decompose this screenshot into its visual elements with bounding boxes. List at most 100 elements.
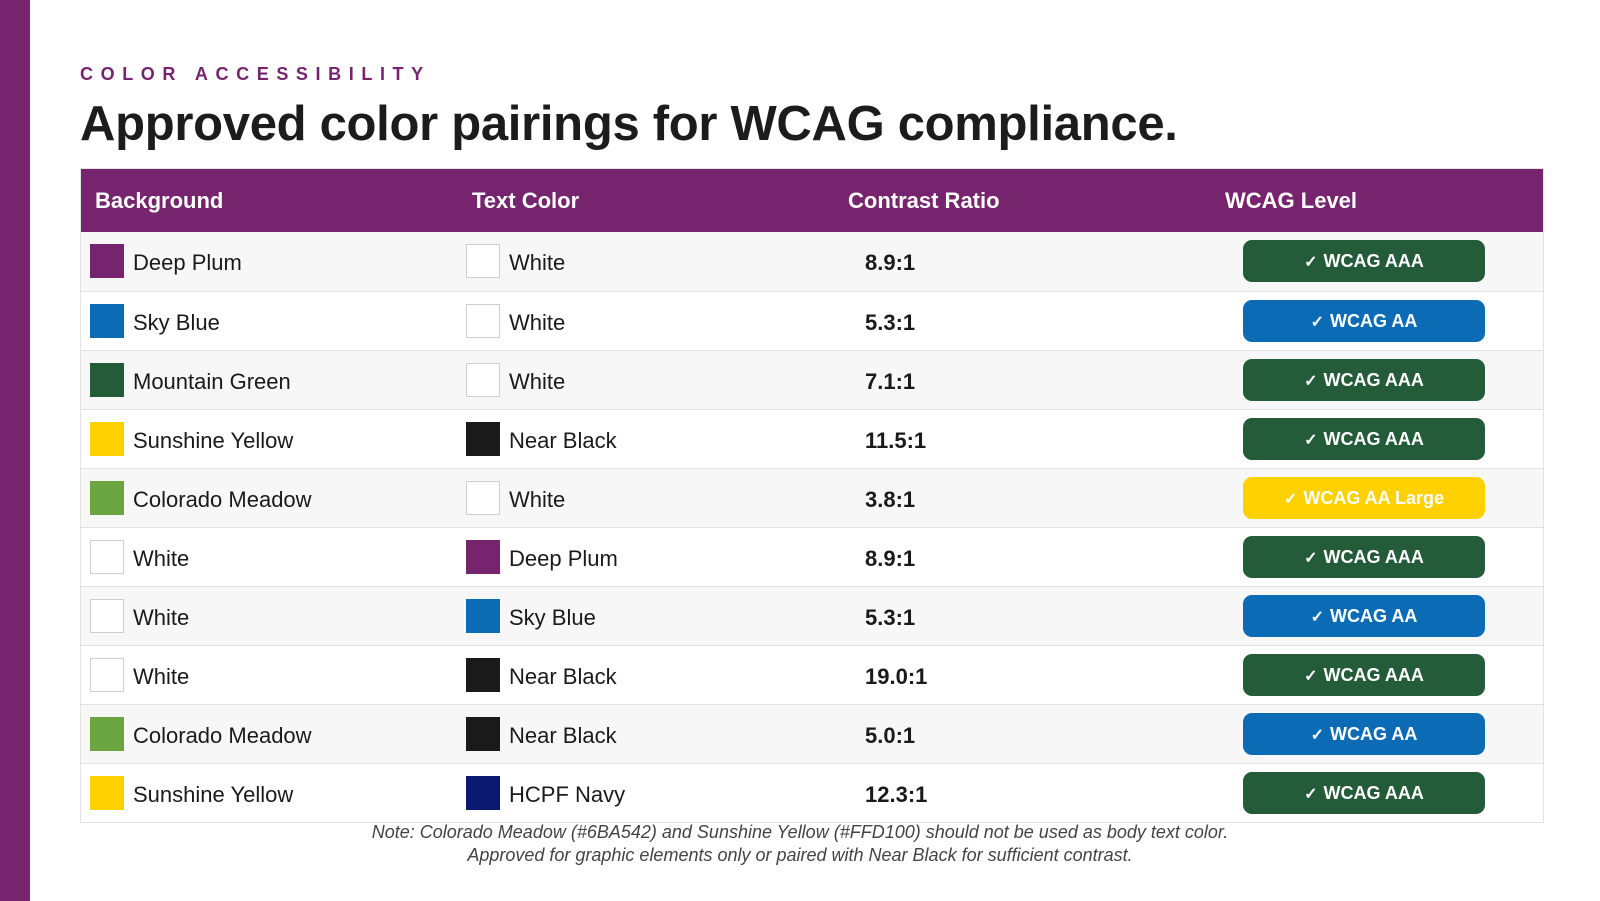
checkmark-icon: ✓ [1310,609,1325,626]
text-color-swatch [466,363,500,397]
background-name: Mountain Green [133,369,291,394]
accent-side-bar [0,0,30,901]
wcag-level-label: WCAG AAA [1323,547,1424,567]
checkmark-icon: ✓ [1304,254,1318,271]
background-name: Sky Blue [133,310,220,335]
wcag-level-label: WCAG AA [1330,311,1418,331]
table-row: Colorado Meadow Near Black 5.0:1 ✓ WCAG AA [81,704,1543,763]
text-color-swatch [466,599,500,633]
text-color-name: White [509,369,566,394]
table-row: Deep Plum White 8.9:1 ✓ WCAG AAA [81,232,1543,291]
wcag-level-label: WCAG AA [1330,724,1418,744]
wcag-level-label: WCAG AAA [1323,370,1424,390]
table-row: Sunshine Yellow Near Black 11.5:1 ✓ WCAG AAA [81,409,1543,468]
wcag-level-badge: ✓ WCAG AA Large [1243,477,1485,519]
text-color-name: Sky Blue [509,605,596,630]
text-color-swatch [466,244,500,278]
table-body: Deep Plum White 8.9:1 ✓ WCAG AAA Sky Blue Whit… [81,232,1543,822]
table-row: White Near Black 19.0:1 ✓ WCAG AAA [81,645,1543,704]
table-row: Sunshine Yellow HCPF Navy 12.3:1 ✓ WCAG AAA [81,763,1543,822]
header-contrast-ratio: Contrast Ratio [848,188,1000,213]
wcag-level-badge: ✓ WCAG AAA [1243,536,1485,578]
wcag-level-label: WCAG AAA [1323,665,1424,685]
background-name: White [133,664,190,689]
background-swatch [90,717,124,751]
text-color-swatch [466,540,500,574]
background-name: Colorado Meadow [133,487,312,512]
wcag-level-badge: ✓ WCAG AAA [1243,240,1485,282]
background-name: Colorado Meadow [133,723,312,748]
contrast-ratio: 5.3:1 [865,310,916,335]
checkmark-icon: ✓ [1310,727,1325,744]
checkmark-icon: ✓ [1304,668,1318,685]
text-color-name: White [509,310,566,335]
contrast-ratio: 7.1:1 [865,369,916,394]
wcag-level-label: WCAG AA [1330,606,1418,626]
background-swatch [90,776,124,810]
contrast-ratio: 5.0:1 [865,723,916,748]
checkmark-icon: ✓ [1304,432,1318,449]
text-color-swatch [466,422,500,456]
wcag-level-badge: ✓ WCAG AAA [1243,772,1485,814]
text-color-swatch [466,658,500,692]
text-color-name: HCPF Navy [509,782,626,807]
background-swatch [90,244,124,278]
table-row: White Deep Plum 8.9:1 ✓ WCAG AAA [81,527,1543,586]
background-swatch [90,540,124,574]
contrast-ratio: 11.5:1 [865,428,927,453]
background-name: Deep Plum [133,250,242,275]
wcag-level-label: WCAG AAA [1323,783,1424,803]
table-header: Background Text Color Contrast Ratio WCA… [81,169,1543,232]
header-wcag-level: WCAG Level [1225,188,1358,213]
table-row: Sky Blue White 5.3:1 ✓ WCAG AA [81,291,1543,350]
contrast-ratio: 12.3:1 [865,782,928,807]
text-color-name: White [509,487,566,512]
text-color-swatch [466,776,500,810]
text-color-name: Near Black [509,428,617,453]
checkmark-icon: ✓ [1304,550,1318,567]
table-row: White Sky Blue 5.3:1 ✓ WCAG AA [81,586,1543,645]
background-name: Sunshine Yellow [133,428,294,453]
wcag-level-badge: ✓ WCAG AAA [1243,418,1485,460]
background-name: White [133,546,190,571]
contrast-ratio: 3.8:1 [865,487,916,512]
wcag-level-badge: ✓ WCAG AAA [1243,359,1485,401]
contrast-ratio: 8.9:1 [865,546,916,571]
note-line-1: Note: Colorado Meadow (#6BA542) and Suns… [371,822,1229,842]
wcag-level-label: WCAG AAA [1323,429,1424,449]
background-swatch [90,658,124,692]
contrast-ratio: 8.9:1 [865,250,916,275]
text-color-name: Near Black [509,723,617,748]
background-swatch [90,599,124,633]
note-line-2: Approved for graphic elements only or pa… [467,845,1133,865]
contrast-ratio: 19.0:1 [865,664,928,689]
background-swatch [90,363,124,397]
background-name: Sunshine Yellow [133,782,294,807]
contrast-ratio: 5.3:1 [865,605,916,630]
table-row: Colorado Meadow White 3.8:1 ✓ WCAG AA Large [81,468,1543,527]
section-eyebrow: COLOR ACCESSIBILITY [80,64,431,84]
checkmark-icon: ✓ [1310,314,1325,331]
background-swatch [90,304,124,338]
checkmark-icon: ✓ [1304,373,1318,390]
text-color-name: Near Black [509,664,617,689]
text-color-swatch [466,481,500,515]
wcag-level-label: WCAG AA Large [1303,488,1445,508]
background-swatch [90,422,124,456]
text-color-name: White [509,250,566,275]
text-color-name: Deep Plum [509,546,618,571]
header-background: Background [95,188,224,213]
wcag-level-label: WCAG AAA [1323,251,1424,271]
table-row: Mountain Green White 7.1:1 ✓ WCAG AAA [81,350,1543,409]
text-color-swatch [466,717,500,751]
wcag-level-badge: ✓ WCAG AAA [1243,654,1485,696]
checkmark-icon: ✓ [1283,491,1298,508]
header-text-color: Text Color [472,188,580,213]
wcag-level-badge: ✓ WCAG AA [1243,595,1485,637]
background-name: White [133,605,190,630]
wcag-level-badge: ✓ WCAG AA [1243,713,1485,755]
background-swatch [90,481,124,515]
color-pairings-table: Background Text Color Contrast Ratio WCA… [80,168,1544,823]
page-title: Approved color pairings for WCAG complia… [80,97,1178,151]
text-color-swatch [466,304,500,338]
